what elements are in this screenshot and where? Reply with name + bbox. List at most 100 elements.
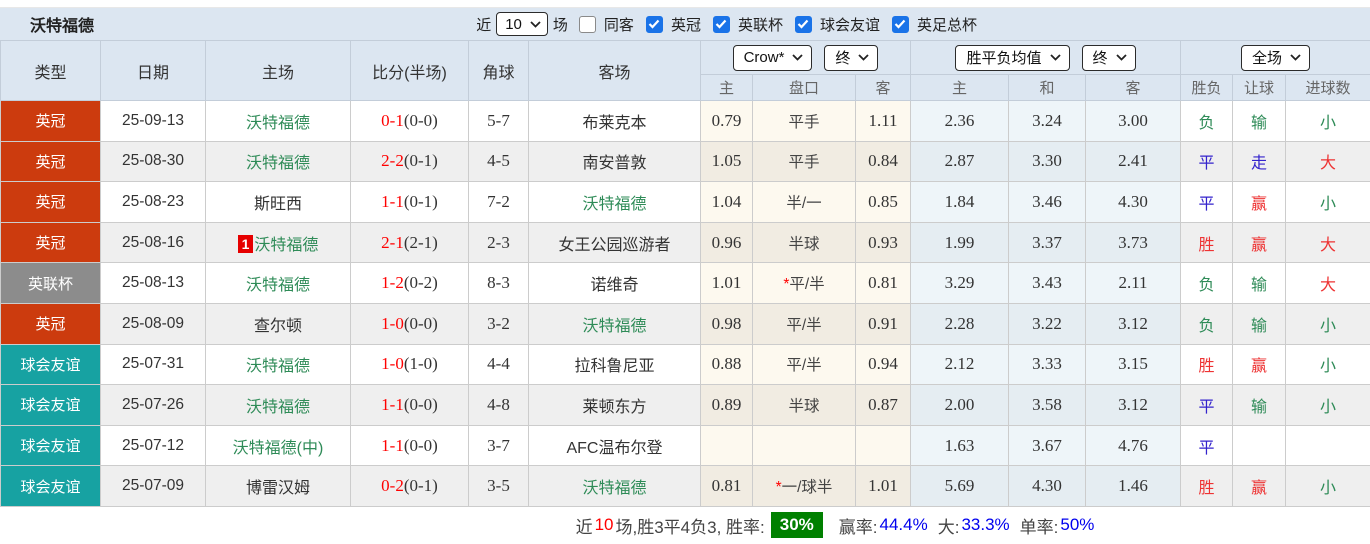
score-cell: 2-1(2-1) <box>351 222 469 263</box>
league-checkbox-efl-cup[interactable] <box>713 16 730 33</box>
league-checkbox-friendly[interactable] <box>795 16 812 33</box>
same-opponent-checkbox[interactable] <box>579 16 596 33</box>
result-handicap-cell: 赢 <box>1233 466 1286 507</box>
away-team-name[interactable]: 沃特福德 <box>582 480 646 497</box>
league-type-cell: 球会友谊 <box>1 466 101 507</box>
avg-home-cell: 1.99 <box>911 222 1009 263</box>
avg-draw-cell: 3.24 <box>1009 101 1086 142</box>
corners-cell: 8-3 <box>469 263 529 304</box>
away-team-name[interactable]: 沃特福德 <box>582 318 646 335</box>
avg-home-cell: 3.29 <box>911 263 1009 304</box>
home-team-name[interactable]: 沃特福德 <box>246 115 310 132</box>
corners-cell: 4-8 <box>469 385 529 426</box>
scope-select-group: 全场 <box>1181 41 1370 75</box>
matches-label: 场 <box>553 14 568 35</box>
away-team-name[interactable]: 布莱克本 <box>582 115 646 132</box>
odds-home-cell: 0.81 <box>701 466 753 507</box>
league-label-efl-cup: 英联杯 <box>738 14 783 35</box>
result-goals-cell: 小 <box>1286 466 1370 507</box>
fulltime-score: 1-2 <box>381 273 404 292</box>
home-team-cell: 沃特福德 <box>206 263 351 304</box>
sub-header-odds-home: 主 <box>701 75 753 101</box>
away-team-name[interactable]: 拉科鲁尼亚 <box>574 358 654 375</box>
handicap-cell: 平/半 <box>753 303 856 344</box>
away-team-name[interactable]: 南安普敦 <box>582 155 646 172</box>
result-outcome-cell: 平 <box>1181 385 1233 426</box>
home-team-name[interactable]: 博雷汉姆 <box>246 480 310 497</box>
avg-home-cell: 2.28 <box>911 303 1009 344</box>
recent-label: 近 <box>476 14 491 35</box>
result-goals-cell: 小 <box>1286 101 1370 142</box>
check-icon <box>797 19 809 29</box>
league-checkbox-fa-cup[interactable] <box>892 16 909 33</box>
home-team-cell: 沃特福德 <box>206 101 351 142</box>
odds-home-cell: 1.01 <box>701 263 753 304</box>
away-team-cell: AFC温布尔登 <box>529 425 701 466</box>
away-team-cell: 拉科鲁尼亚 <box>529 344 701 385</box>
halftime-score: (0-1) <box>404 192 438 211</box>
col-header-score: 比分(半场) <box>351 41 469 101</box>
home-team-name[interactable]: 沃特福德 <box>246 358 310 375</box>
away-team-name[interactable]: 莱顿东方 <box>582 399 646 416</box>
result-goals-cell: 大 <box>1286 141 1370 182</box>
home-team-cell: 沃特福德 <box>206 385 351 426</box>
home-team-name[interactable]: 斯旺西 <box>254 196 302 213</box>
avg-time-select[interactable]: 终 <box>1082 45 1136 71</box>
avg-home-cell: 2.87 <box>911 141 1009 182</box>
avg-away-cell: 4.30 <box>1086 182 1181 223</box>
col-header-home: 主场 <box>206 41 351 101</box>
score-cell: 1-0(1-0) <box>351 344 469 385</box>
result-handicap-cell: 走 <box>1233 141 1286 182</box>
league-type-cell: 英冠 <box>1 182 101 223</box>
away-team-name[interactable]: AFC温布尔登 <box>566 440 662 457</box>
home-team-name[interactable]: 查尔顿 <box>254 318 302 335</box>
handicap-cell: 平/半 <box>753 344 856 385</box>
avg-draw-cell: 3.67 <box>1009 425 1086 466</box>
away-team-name[interactable]: 女王公园巡游者 <box>558 237 670 254</box>
win-rate-badge: 30% <box>771 512 823 538</box>
avg-away-cell: 4.76 <box>1086 425 1181 466</box>
league-type-cell: 英冠 <box>1 303 101 344</box>
home-team-name[interactable]: 沃特福德 <box>246 155 310 172</box>
result-outcome-cell: 胜 <box>1181 466 1233 507</box>
fulltime-score: 2-2 <box>381 151 404 170</box>
league-checkbox-championship[interactable] <box>646 16 663 33</box>
stat-win-value: 44.4% <box>880 515 928 535</box>
stat-win-label: 赢率: <box>839 513 878 538</box>
score-cell: 0-1(0-0) <box>351 101 469 142</box>
home-team-name[interactable]: 沃特福德 <box>254 237 318 254</box>
odds-time-select[interactable]: 终 <box>824 45 878 71</box>
chevron-down-icon <box>530 21 541 28</box>
result-goals-cell <box>1286 425 1370 466</box>
odds-away-cell: 1.11 <box>856 101 911 142</box>
corners-cell: 4-4 <box>469 344 529 385</box>
odds-company-select[interactable]: Crow* <box>733 45 813 71</box>
home-team-cell: 沃特福德 <box>206 344 351 385</box>
table-row: 英冠 25-09-13 沃特福德 0-1(0-0) 5-7 布莱克本 0.79 … <box>1 101 1370 142</box>
match-date: 25-07-26 <box>101 385 206 426</box>
away-team-name[interactable]: 诺维奇 <box>590 277 638 294</box>
table-row: 英冠 25-08-30 沃特福德 2-2(0-1) 4-5 南安普敦 1.05 … <box>1 141 1370 182</box>
home-team-name[interactable]: 沃特福德 <box>246 399 310 416</box>
recent-count-select[interactable]: 10 <box>496 12 548 36</box>
summary-text: 场,胜3平4负3, 胜率: <box>615 513 764 538</box>
avg-metric-select[interactable]: 胜平负均值 <box>955 45 1069 71</box>
handicap-cell <box>753 425 856 466</box>
result-outcome-cell: 负 <box>1181 101 1233 142</box>
fulltime-score: 1-0 <box>381 314 404 333</box>
odds-home-cell: 0.89 <box>701 385 753 426</box>
away-team-cell: 莱顿东方 <box>529 385 701 426</box>
table-row: 英冠 25-08-09 查尔顿 1-0(0-0) 3-2 沃特福德 0.98 平… <box>1 303 1370 344</box>
handicap-cell: 半球 <box>753 222 856 263</box>
chevron-down-icon <box>1116 54 1127 61</box>
home-team-name[interactable]: 沃特福德(中) <box>233 440 324 457</box>
avg-home-cell: 2.36 <box>911 101 1009 142</box>
away-team-name[interactable]: 沃特福德 <box>582 196 646 213</box>
check-icon <box>715 19 727 29</box>
match-date: 25-08-13 <box>101 263 206 304</box>
home-team-name[interactable]: 沃特福德 <box>246 277 310 294</box>
handicap-cell: 平手 <box>753 101 856 142</box>
scope-select[interactable]: 全场 <box>1241 45 1310 71</box>
odds-home-cell: 0.88 <box>701 344 753 385</box>
